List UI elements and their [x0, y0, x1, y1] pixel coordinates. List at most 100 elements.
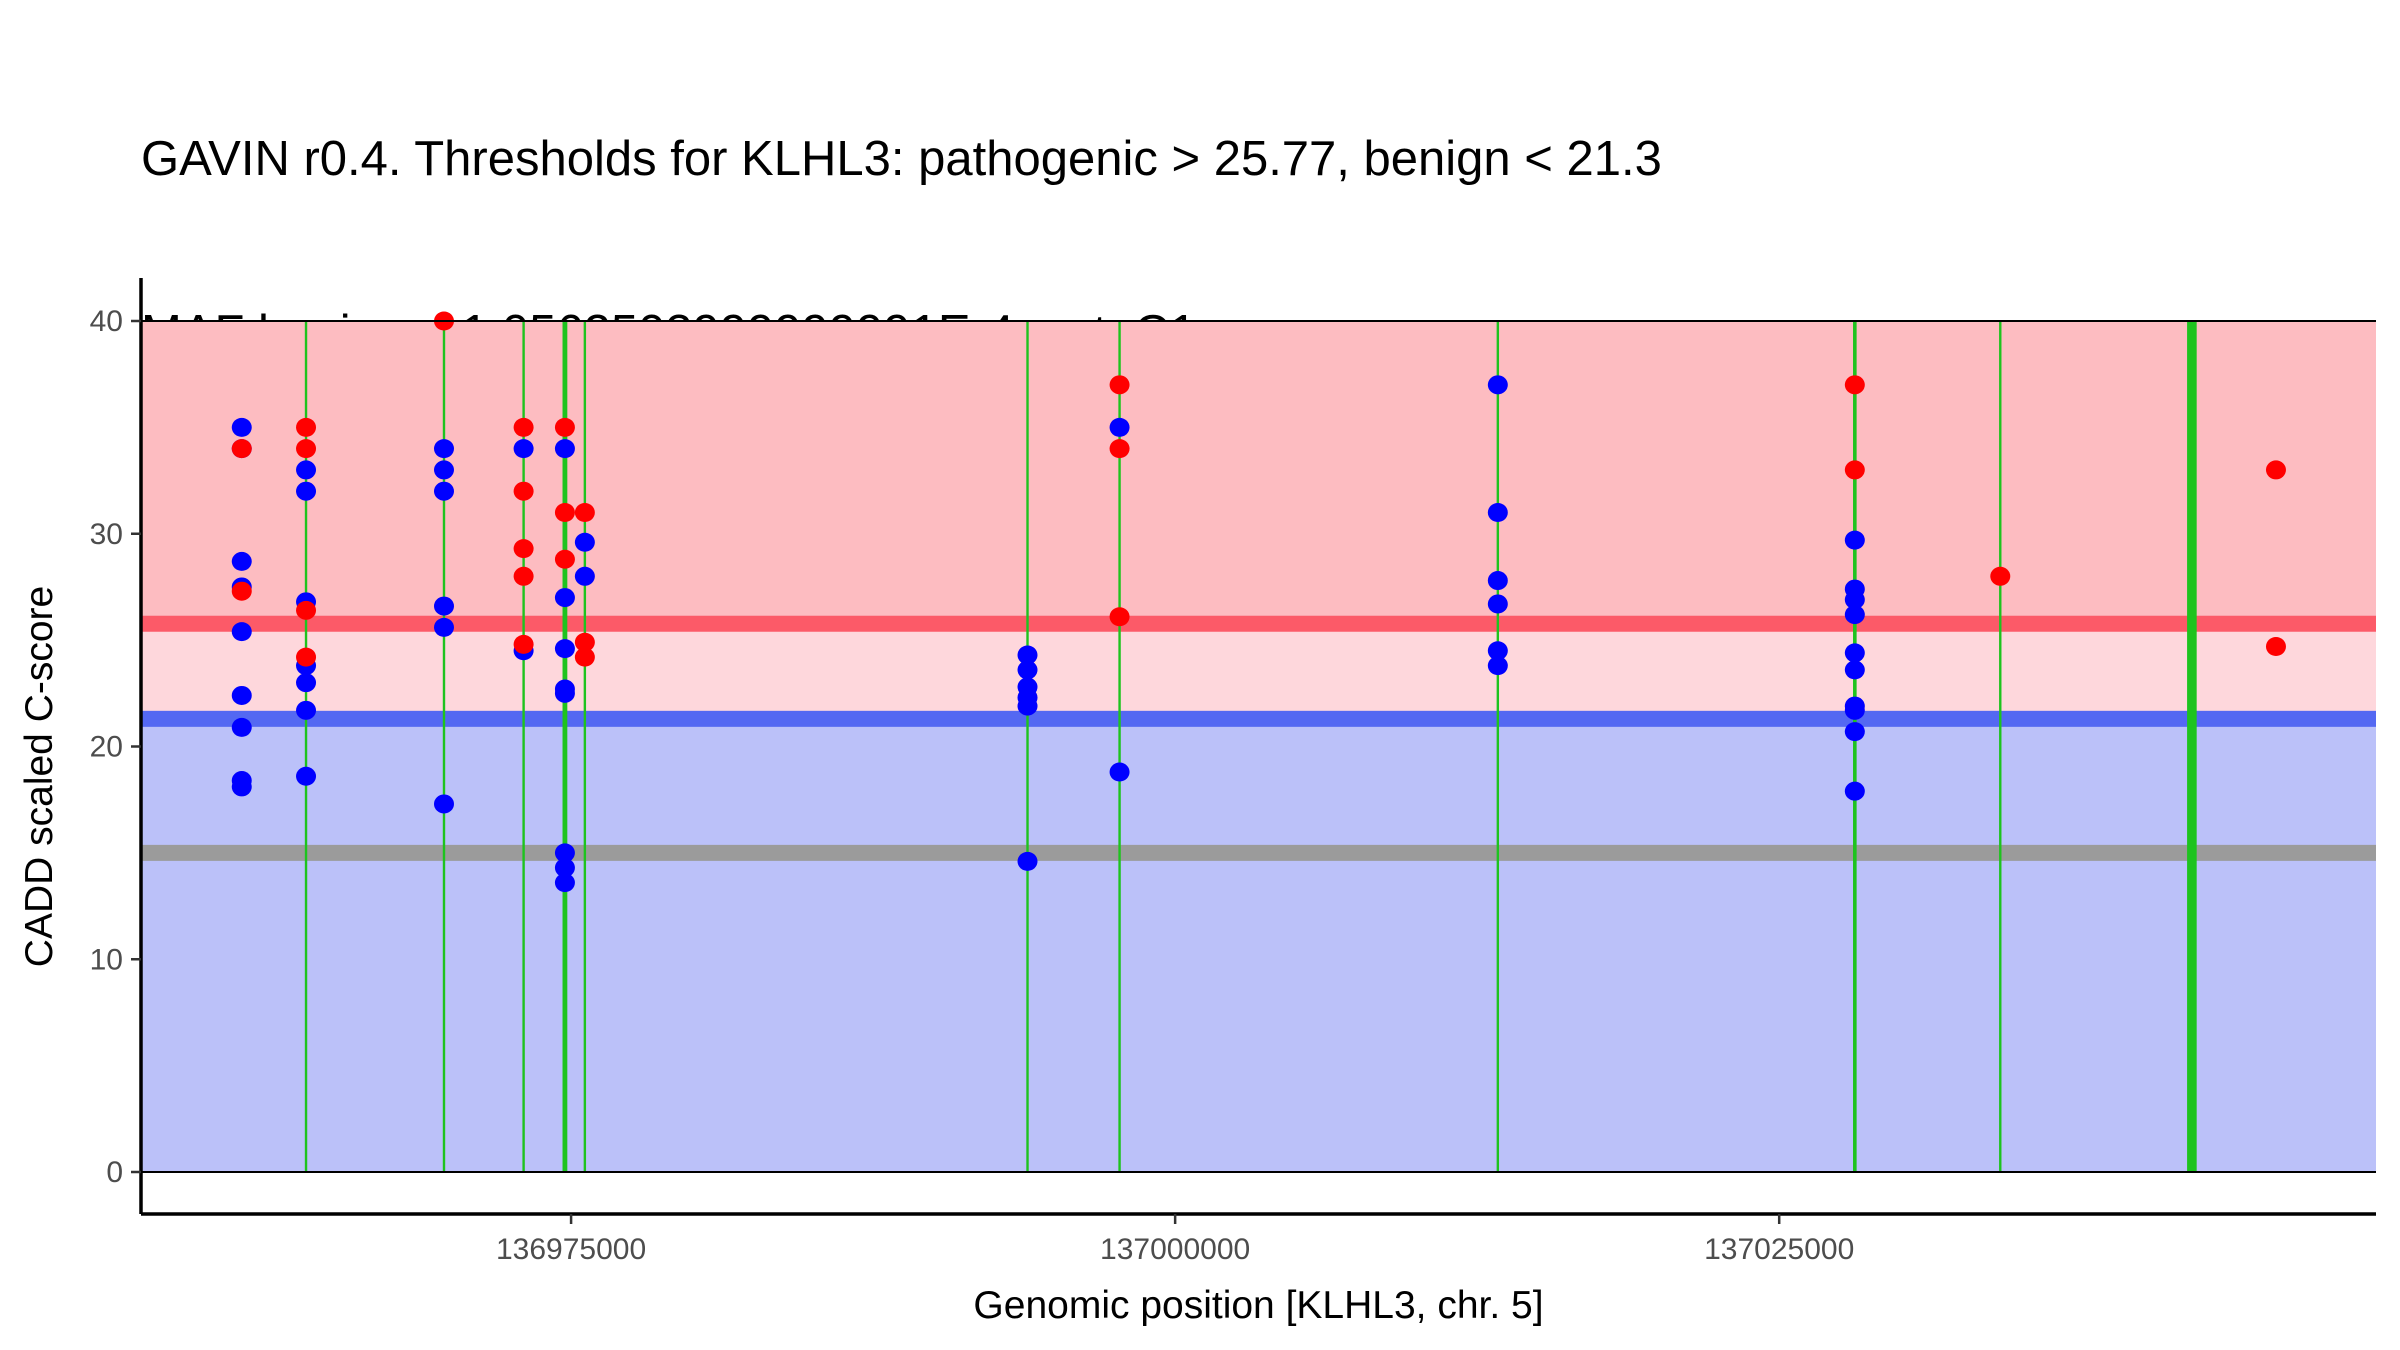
y-tick-label: 20 — [90, 731, 123, 764]
gnomad-point — [433, 439, 454, 459]
axes-layer: 0 10 20 30 40 136975000 137000000 137025000 — [90, 278, 2376, 1266]
clinvar-point — [2265, 460, 2286, 480]
benign-threshold-line — [141, 710, 2376, 727]
gnomad-point — [1844, 605, 1865, 625]
clinvar-point — [2265, 637, 2286, 657]
gnomad-point — [296, 460, 317, 480]
clinvar-point — [513, 566, 534, 586]
x-tick-label: 137000000 — [1100, 1233, 1250, 1266]
clinvar-point — [296, 600, 317, 620]
exons-layer — [304, 321, 2197, 1172]
gnomad-point — [1487, 502, 1508, 522]
gnomad-point — [554, 843, 575, 863]
clinvar-point — [231, 439, 252, 459]
clinvar-point — [554, 502, 575, 522]
exon-line — [1999, 321, 2002, 1172]
x-tick-label: 136975000 — [496, 1233, 646, 1266]
clinvar-point — [1109, 375, 1130, 395]
genome-wide-fallback-line — [141, 844, 2376, 861]
gnomad-point — [1017, 660, 1038, 680]
gnomad-point — [433, 596, 454, 616]
clinvar-point — [513, 481, 534, 501]
pathogenic-threshold-line — [141, 615, 2376, 632]
gnomad-point — [1844, 643, 1865, 663]
gnomad-point — [1017, 851, 1038, 871]
gnomad-point — [554, 439, 575, 459]
thresholds-layer — [141, 615, 2376, 861]
exon-line — [2187, 321, 2197, 1172]
gnomad-point — [231, 777, 252, 797]
exon-line — [442, 321, 446, 1172]
clinvar-point — [574, 502, 595, 522]
gnomad-point — [231, 622, 252, 642]
gnomad-point — [231, 417, 252, 437]
clinvar-point — [1990, 566, 2011, 586]
exon-line — [304, 321, 308, 1172]
gnomad-point — [1844, 660, 1865, 680]
clinvar-point — [1109, 607, 1130, 627]
gnomad-point — [1844, 700, 1865, 720]
title-line-1: GAVIN r0.4. Thresholds for KLHL3: pathog… — [141, 132, 1662, 186]
gnomad-point — [554, 588, 575, 608]
benign-zone-band — [141, 718, 2376, 1172]
clinvar-point — [1844, 375, 1865, 395]
clinvar-point — [1844, 460, 1865, 480]
gnomad-point — [574, 566, 595, 586]
gnomad-point — [1487, 571, 1508, 591]
gnomad-point — [296, 481, 317, 501]
x-axis-title: Genomic position [KLHL3, chr. 5] — [973, 1284, 1543, 1327]
clinvar-point — [296, 439, 317, 459]
gnomad-point — [1017, 696, 1038, 716]
gnomad-point — [231, 717, 252, 737]
exon-line — [1026, 321, 1029, 1172]
gnomad-point — [1844, 590, 1865, 610]
gnomad-point — [513, 439, 534, 459]
y-axis-title: CADD scaled C-score — [18, 586, 61, 967]
exon-line — [522, 321, 525, 1172]
gnomad-point — [1844, 530, 1865, 550]
clinvar-point — [231, 581, 252, 601]
clinvar-point — [513, 539, 534, 559]
gnomad-point — [231, 551, 252, 571]
gnomad-point — [433, 794, 454, 814]
gnomad-point — [296, 766, 317, 786]
clinvar-point — [554, 549, 575, 569]
clinvar-point — [574, 632, 595, 652]
clinvar-point — [574, 647, 595, 667]
gnomad-point — [554, 858, 575, 878]
gnomad-point — [1017, 645, 1038, 665]
gnomad-point — [1487, 594, 1508, 614]
y-tick-label: 40 — [90, 305, 123, 338]
bands-layer — [141, 321, 2376, 1172]
gnomad-point — [1487, 641, 1508, 661]
gnomad-point — [433, 617, 454, 637]
gnomad-point — [1844, 781, 1865, 801]
gnomad-point — [1844, 722, 1865, 742]
gnomad-point — [1487, 375, 1508, 395]
exon-line — [1853, 321, 1857, 1172]
exon-line — [583, 321, 587, 1172]
gnomad-point — [554, 873, 575, 893]
gnomad-point — [296, 700, 317, 720]
exon-line — [1118, 321, 1121, 1172]
y-tick-label: 30 — [90, 518, 123, 551]
gnomad-point — [433, 481, 454, 501]
gnomad-point — [433, 460, 454, 480]
exon-line — [562, 321, 568, 1172]
clinvar-point — [296, 417, 317, 437]
clinvar-point — [513, 634, 534, 654]
exon-line — [1496, 321, 1500, 1172]
pathogenic-zone-band — [141, 321, 2376, 624]
gnomad-point — [1487, 656, 1508, 676]
y-tick-label: 0 — [106, 1156, 123, 1189]
gnomad-point — [231, 685, 252, 705]
clinvar-point — [554, 417, 575, 437]
gnomad-point — [1109, 417, 1130, 437]
x-tick-label: 137025000 — [1704, 1233, 1854, 1266]
clinvar-point — [296, 647, 317, 667]
gnomad-point — [574, 532, 595, 552]
gnomad-point — [296, 673, 317, 693]
y-tick-label: 10 — [90, 943, 123, 976]
gnomad-point — [554, 639, 575, 659]
